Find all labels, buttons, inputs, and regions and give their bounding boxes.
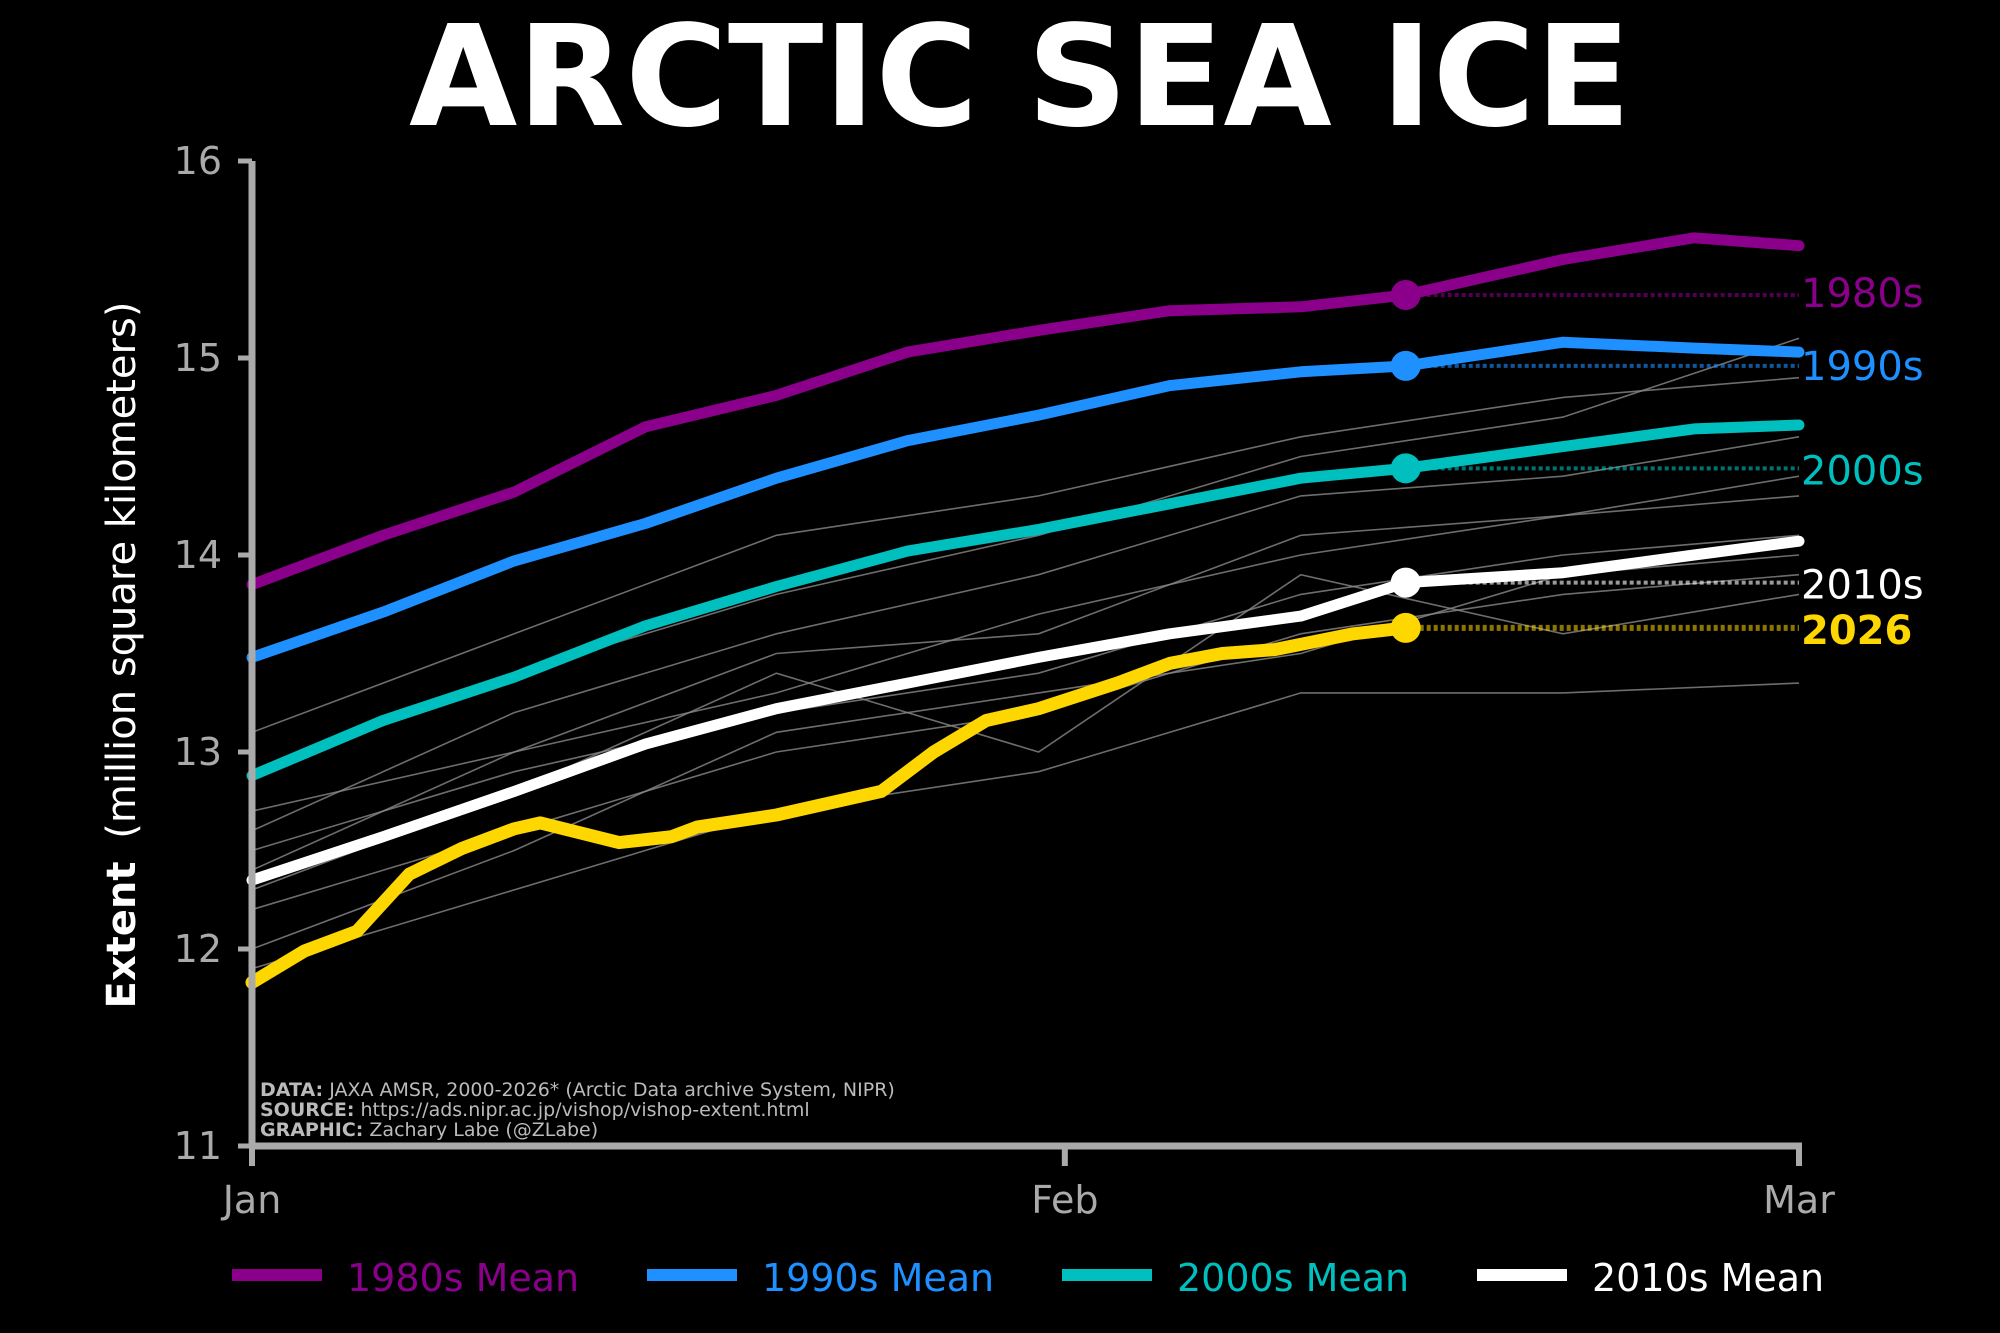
year-line xyxy=(251,682,1800,970)
current-year-line xyxy=(245,621,1413,989)
y-tick-label: 14 xyxy=(174,533,222,577)
legend-label: 1990s Mean xyxy=(762,1256,994,1300)
y-tick-label: 12 xyxy=(174,927,222,971)
series-label: 2026 xyxy=(1801,608,1912,654)
decade-mean-line xyxy=(246,232,1805,591)
marker-dot xyxy=(1390,612,1421,643)
legend-swatch xyxy=(232,1269,322,1281)
y-tick-label: 16 xyxy=(174,139,222,183)
marker-dot xyxy=(1390,453,1421,484)
y-tick-label: 11 xyxy=(174,1124,222,1168)
marker-dot xyxy=(1390,279,1421,310)
series-label: 1990s xyxy=(1801,344,1924,390)
legend-label: 2010s Mean xyxy=(1592,1256,1824,1300)
y-tick-label: 15 xyxy=(174,336,222,380)
marker-dot xyxy=(1390,567,1421,598)
year-line xyxy=(251,534,1800,852)
footer-graphic: GRAPHIC: Zachary Labe (@ZLabe) xyxy=(260,1119,598,1141)
chart-title: ARCTIC SEA ICE xyxy=(409,0,1631,159)
legend-swatch xyxy=(647,1269,737,1281)
footer-data: DATA: JAXA AMSR, 2000-2026* (Arctic Data… xyxy=(260,1079,895,1101)
footer-source: SOURCE: https://ads.nipr.ac.jp/vishop/vi… xyxy=(260,1099,810,1121)
legend: 1980s Mean 1990s Mean 2000s Mean 2010s Mean xyxy=(232,1256,1824,1300)
y-axis-label: Extent (million square kilometers) xyxy=(99,302,145,1009)
year-line xyxy=(251,376,1800,734)
decade-means xyxy=(245,232,1805,989)
series-label: 2000s xyxy=(1801,448,1924,494)
series-label: 2010s xyxy=(1801,563,1924,609)
year-line xyxy=(251,436,1800,832)
series-label: 1980s xyxy=(1801,271,1924,317)
x-tick-label: Mar xyxy=(1763,1178,1835,1222)
decade-mean-line xyxy=(246,419,1805,782)
year-line xyxy=(251,554,1800,950)
decade-mean-line xyxy=(246,535,1805,886)
x-tick-label: Jan xyxy=(221,1178,282,1222)
legend-swatch xyxy=(1477,1269,1567,1281)
marker-dot xyxy=(1390,350,1421,381)
legend-swatch xyxy=(1062,1269,1152,1281)
decade-mean-line xyxy=(246,336,1805,663)
legend-label: 1980s Mean xyxy=(347,1256,579,1300)
year-line xyxy=(251,495,1800,812)
y-tick-label: 13 xyxy=(174,730,222,774)
x-tick-label: Feb xyxy=(1031,1178,1098,1222)
axes: 11 12 13 14 15 16 Jan Feb Mar xyxy=(174,139,1836,1222)
individual-years xyxy=(251,337,1800,970)
legend-label: 2000s Mean xyxy=(1177,1256,1409,1300)
y-axis-label-bold: Extent xyxy=(99,861,145,1008)
y-axis-label-rest: (million square kilometers) xyxy=(99,302,145,839)
